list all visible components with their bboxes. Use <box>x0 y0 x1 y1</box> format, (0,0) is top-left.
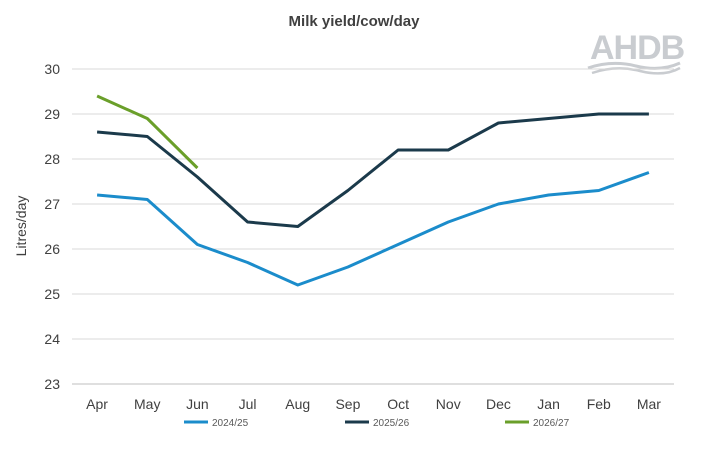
x-tick-label: Feb <box>587 396 611 412</box>
x-tick-label: Jan <box>537 396 560 412</box>
y-tick-label: 27 <box>44 196 60 212</box>
y-tick-label: 29 <box>44 106 60 122</box>
ahdb-logo-icon: AHDB <box>587 29 686 75</box>
series-line-2026-27 <box>96 94 199 170</box>
legend-item: 2026/27 <box>505 418 570 429</box>
x-tick-label: Mar <box>637 396 661 412</box>
y-tick-label: 23 <box>44 376 60 392</box>
y-tick-label: 26 <box>44 241 60 257</box>
logo-text: AHDB <box>590 29 685 67</box>
legend-label: 2025/26 <box>373 418 410 429</box>
y-axis-label: Litres/day <box>13 196 29 257</box>
x-tick-label: May <box>134 396 160 412</box>
y-tick-label: 25 <box>44 286 60 302</box>
legend-label: 2024/25 <box>212 418 249 429</box>
x-tick-label: Dec <box>486 396 511 412</box>
series-line-2025-26 <box>96 112 649 228</box>
y-tick-label: 30 <box>44 61 60 77</box>
legend-label: 2026/27 <box>533 418 570 429</box>
legend-item: 2025/26 <box>345 418 410 429</box>
x-tick-label: Jul <box>239 396 257 412</box>
x-tick-label: Nov <box>436 396 461 412</box>
x-tick-label: Apr <box>86 396 108 412</box>
legend: 2024/25 2025/26 2026/27 <box>184 418 570 429</box>
y-tick-label: 28 <box>44 151 60 167</box>
x-tick-label: Sep <box>335 396 360 412</box>
series-line-2024-25 <box>96 171 650 287</box>
x-tick-label: Aug <box>285 396 310 412</box>
y-axis-ticks: 23 24 25 26 27 28 29 30 <box>44 61 60 392</box>
x-axis-ticks: Apr May Jun Jul Aug Sep Oct Nov Dec Jan Feb Mar <box>86 396 661 412</box>
x-tick-label: Jun <box>186 396 209 412</box>
series-lines <box>96 94 650 287</box>
chart-title: Milk yield/cow/day <box>289 13 421 30</box>
y-tick-label: 24 <box>44 331 60 347</box>
gridlines <box>72 68 674 385</box>
legend-item: 2024/25 <box>184 418 249 429</box>
x-tick-label: Oct <box>387 396 409 412</box>
